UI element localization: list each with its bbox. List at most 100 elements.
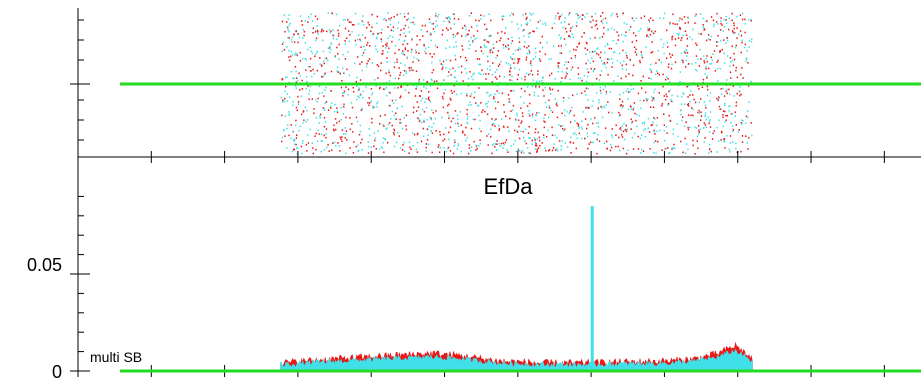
scatter-point xyxy=(663,12,666,15)
scatter-point xyxy=(352,152,355,154)
scatter-point xyxy=(640,80,642,82)
scatter-point xyxy=(299,59,302,62)
scatter-point xyxy=(311,98,313,100)
scatter-point xyxy=(694,22,696,24)
scatter-point xyxy=(555,148,558,150)
scatter-point xyxy=(603,62,606,64)
scatter-point xyxy=(615,42,618,45)
scatter-point xyxy=(564,142,566,144)
scatter-point xyxy=(543,120,545,123)
scatter-point xyxy=(378,148,381,151)
scatter-point xyxy=(642,150,645,152)
scatter-point xyxy=(575,133,577,136)
scatter-point xyxy=(531,113,534,116)
scatter-point xyxy=(573,132,576,134)
scatter-point xyxy=(468,47,470,50)
scatter-point xyxy=(610,143,612,146)
scatter-point xyxy=(391,110,393,113)
scatter-point xyxy=(403,12,406,15)
scatter-point xyxy=(604,63,606,66)
scatter-point xyxy=(720,93,723,95)
scatter-point xyxy=(405,72,408,74)
scatter-point xyxy=(400,122,402,124)
scatter-point xyxy=(312,147,314,149)
scatter-point xyxy=(556,136,558,139)
scatter-point xyxy=(404,24,407,27)
scatter-point xyxy=(322,39,324,42)
scatter-point xyxy=(531,85,534,87)
scatter-point xyxy=(558,124,560,126)
scatter-point xyxy=(430,78,432,80)
scatter-point xyxy=(486,40,488,43)
scatter-point xyxy=(494,100,496,103)
scatter-point xyxy=(641,55,643,57)
scatter-point xyxy=(389,35,391,37)
scatter-point xyxy=(384,114,386,116)
scatter-point xyxy=(711,138,714,140)
scatter-point xyxy=(688,63,690,65)
scatter-point xyxy=(513,62,515,64)
scatter-point xyxy=(682,116,684,118)
scatter-point xyxy=(592,100,594,102)
scatter-point xyxy=(586,135,589,138)
scatter-point xyxy=(733,27,735,30)
scatter-point xyxy=(461,45,463,47)
scatter-point xyxy=(533,30,535,33)
scatter-point xyxy=(546,106,548,108)
scatter-point xyxy=(602,105,605,108)
scatter-point xyxy=(397,27,399,29)
scatter-point xyxy=(542,23,544,25)
scatter-point xyxy=(286,21,288,23)
scatter-point xyxy=(402,144,404,146)
scatter-point xyxy=(288,14,290,16)
scatter-point xyxy=(730,77,732,79)
scatter-point xyxy=(723,62,726,64)
scatter-point xyxy=(671,100,673,103)
scatter-point xyxy=(635,34,637,37)
scatter-point xyxy=(539,144,541,147)
scatter-point xyxy=(367,41,369,44)
scatter-point xyxy=(724,121,726,123)
scatter-point xyxy=(460,71,463,74)
scatter-point xyxy=(316,25,318,27)
scatter-point xyxy=(480,18,482,20)
scatter-point xyxy=(506,46,508,49)
scatter-point xyxy=(368,104,370,107)
scatter-point xyxy=(318,122,320,124)
scatter-point xyxy=(298,130,300,132)
scatter-point xyxy=(302,110,305,112)
scatter-point xyxy=(305,120,308,123)
scatter-point xyxy=(533,137,536,139)
scatter-point xyxy=(746,49,748,52)
scatter-point xyxy=(448,131,450,134)
scatter-point xyxy=(570,27,572,29)
scatter-point xyxy=(287,36,289,39)
scatter-point xyxy=(592,69,595,71)
scatter-point xyxy=(393,128,395,131)
scatter-point xyxy=(453,46,455,48)
scatter-point xyxy=(554,134,556,137)
scatter-point xyxy=(729,142,731,144)
scatter-point xyxy=(579,77,582,80)
scatter-point xyxy=(557,149,559,152)
scatter-point xyxy=(533,91,535,94)
scatter-point xyxy=(292,104,294,107)
scatter-point xyxy=(609,149,612,152)
scatter-point xyxy=(503,104,505,106)
scatter-point xyxy=(465,139,467,142)
scatter-point xyxy=(336,111,339,114)
scatter-point xyxy=(509,117,511,120)
scatter-point xyxy=(685,66,687,68)
scatter-point xyxy=(561,13,563,16)
scatter-point xyxy=(356,38,359,41)
scatter-point xyxy=(684,152,687,154)
scatter-point xyxy=(436,87,439,90)
scatter-point xyxy=(597,108,599,110)
scatter-point xyxy=(627,91,630,93)
scatter-point xyxy=(382,137,384,139)
scatter-point xyxy=(309,90,311,92)
scatter-point xyxy=(306,109,308,112)
scatter-point xyxy=(509,74,511,76)
scatter-point xyxy=(510,57,513,60)
scatter-point xyxy=(375,85,377,87)
